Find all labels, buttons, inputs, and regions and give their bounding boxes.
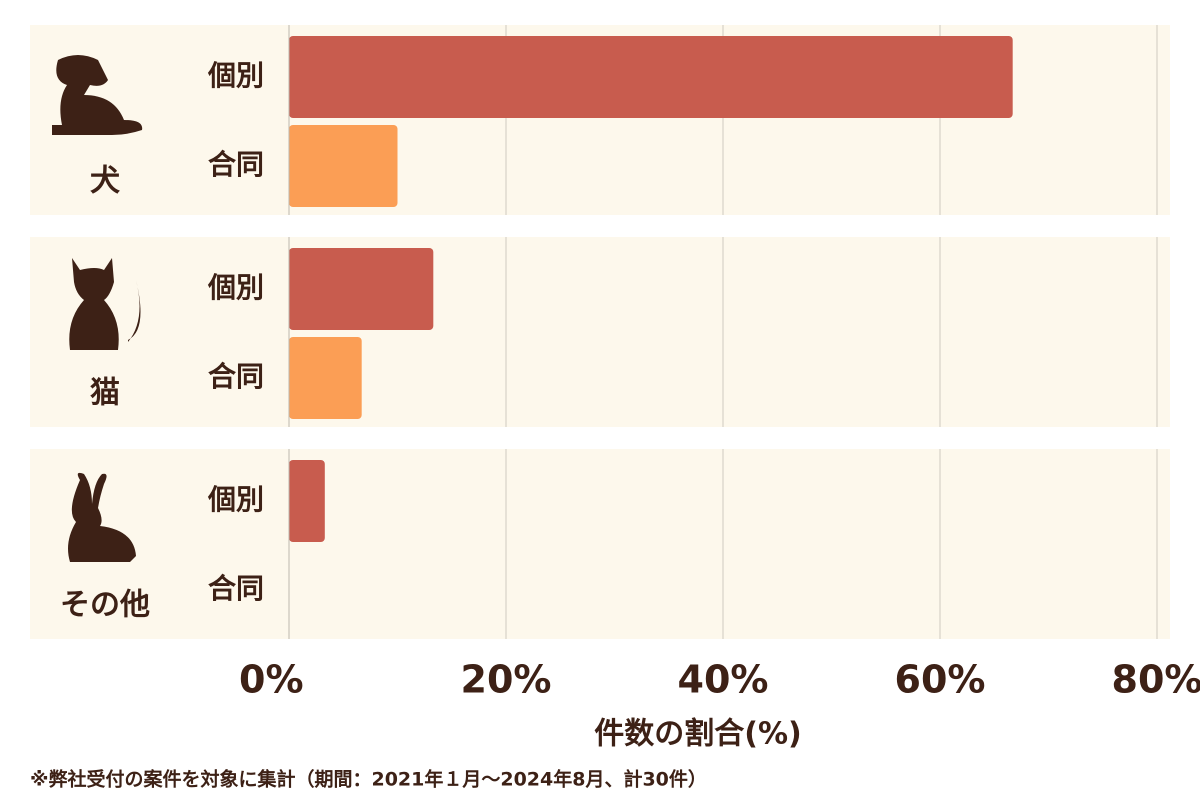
row-label: 合同 bbox=[208, 572, 264, 605]
row-label: 個別 bbox=[207, 483, 264, 516]
bar bbox=[289, 125, 398, 207]
icons bbox=[52, 55, 143, 562]
x-tick-label: 0% bbox=[239, 658, 304, 702]
x-tick-label: 80% bbox=[1112, 658, 1200, 702]
row-label: 個別 bbox=[207, 271, 264, 304]
panel bbox=[30, 449, 1170, 639]
panel bbox=[30, 237, 1170, 427]
bar bbox=[289, 337, 362, 419]
category-label: その他 bbox=[60, 588, 150, 623]
category-label: 猫 bbox=[90, 376, 120, 411]
footnote: ※弊社受付の案件を対象に集計（期間：2021年１月～2024年8月、計30件） bbox=[30, 768, 707, 791]
x-tick-label: 60% bbox=[895, 658, 986, 702]
cat-icon bbox=[69, 258, 141, 350]
bar bbox=[289, 36, 1013, 118]
category-label: 犬 bbox=[90, 164, 120, 199]
row-label: 合同 bbox=[208, 148, 264, 181]
x-axis-title: 件数の割合(%) bbox=[594, 717, 801, 752]
row-label: 個別 bbox=[207, 59, 264, 92]
x-tick-label: 20% bbox=[461, 658, 552, 702]
bar bbox=[289, 460, 325, 542]
rabbit-icon bbox=[68, 472, 136, 562]
dog-icon bbox=[52, 55, 143, 135]
row-label: 合同 bbox=[208, 360, 264, 393]
bar bbox=[289, 248, 434, 330]
x-tick-label: 40% bbox=[678, 658, 769, 702]
